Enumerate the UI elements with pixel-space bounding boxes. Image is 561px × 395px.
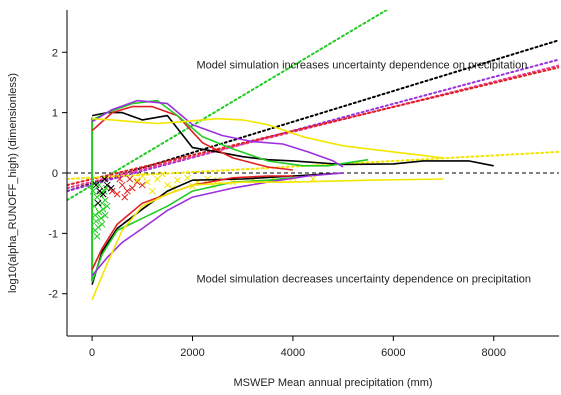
upper-curve-green [91, 99, 369, 167]
lower-curve-green [91, 177, 293, 282]
scatter-point-black [101, 175, 109, 183]
scatter-point-black [103, 181, 111, 189]
scatter-point-yellow [143, 178, 151, 186]
scatter-point-yellow [148, 187, 156, 195]
scatter-point-green [91, 211, 99, 219]
x-axis-title: MSWEP Mean annual precipitation (mm) [233, 377, 432, 389]
x-tick-label: 4000 [281, 347, 305, 359]
lower-curve-yellow [91, 178, 444, 301]
y-axis-title: log10(alpha_RUNOFF_high) (dimensionless) [7, 73, 19, 293]
scatter-point-green [98, 220, 106, 228]
scatter-point-red [121, 193, 129, 201]
scatter-point-yellow [138, 172, 146, 180]
scatter-point-yellow [159, 170, 166, 178]
x-ticks: 0 2000 4000 6000 8000 [89, 336, 506, 359]
scatter-point-yellow [174, 176, 181, 184]
scatter-point-black [94, 199, 102, 207]
scatter-point-red [126, 175, 134, 183]
x-tick-label: 8000 [481, 347, 505, 359]
scatter-point-yellow [204, 175, 211, 183]
scatter-point-black [99, 190, 107, 198]
scatter-point-red [128, 184, 136, 192]
y-tick-label: -2 [48, 289, 58, 301]
scatter-point-green [95, 208, 103, 216]
scatter-point-green [101, 211, 109, 219]
scatter-point-red [118, 181, 126, 189]
scatter-point-yellow [164, 181, 171, 189]
scatter-point-green [101, 196, 109, 204]
scatter-point-green [93, 233, 101, 240]
upper-curve-yellow [92, 117, 444, 159]
trend-line-purple [67, 58, 559, 193]
y-tick-label: -1 [48, 228, 58, 240]
upper-curve-purple [91, 99, 344, 168]
scatter-point-red [133, 178, 141, 186]
annotation-increase: Model simulation increases uncertainty d… [197, 59, 528, 71]
lower-curve-red [91, 175, 293, 270]
scatter-point-red [108, 187, 116, 195]
lower-curve-purple [91, 172, 344, 277]
scatter-point-yellow [133, 176, 141, 184]
lower-curve-black [91, 172, 344, 285]
x-tick-label: 0 [89, 347, 95, 359]
y-tick-label: 0 [52, 168, 58, 180]
scatter-point-green [99, 205, 107, 213]
plot-area [67, 10, 559, 301]
scatter-point-green [97, 214, 105, 222]
annotation-decrease: Model simulation decreases uncertainty d… [197, 274, 532, 286]
scatter-point-red [113, 190, 121, 198]
scatter-point-green [91, 226, 99, 234]
y-ticks: -2 -1 0 1 2 [48, 47, 67, 301]
upper-curve-black [91, 111, 494, 167]
trend-line-red [67, 66, 559, 187]
scatter-point-green [103, 202, 111, 210]
trend-line-green [67, 10, 389, 202]
scatter-point-yellow [184, 174, 191, 182]
scatter-point-green [92, 217, 100, 225]
scatter-point-red [123, 187, 131, 195]
scatter-point-red [116, 175, 124, 183]
y-tick-label: 2 [52, 47, 58, 59]
scatter-point-green [89, 187, 97, 195]
x-tick-label: 2000 [180, 347, 204, 359]
x-tick-label: 6000 [381, 347, 405, 359]
y-tick-label: 1 [52, 108, 58, 120]
scatter-point-green [95, 181, 103, 189]
scatter-point-black [92, 181, 100, 189]
